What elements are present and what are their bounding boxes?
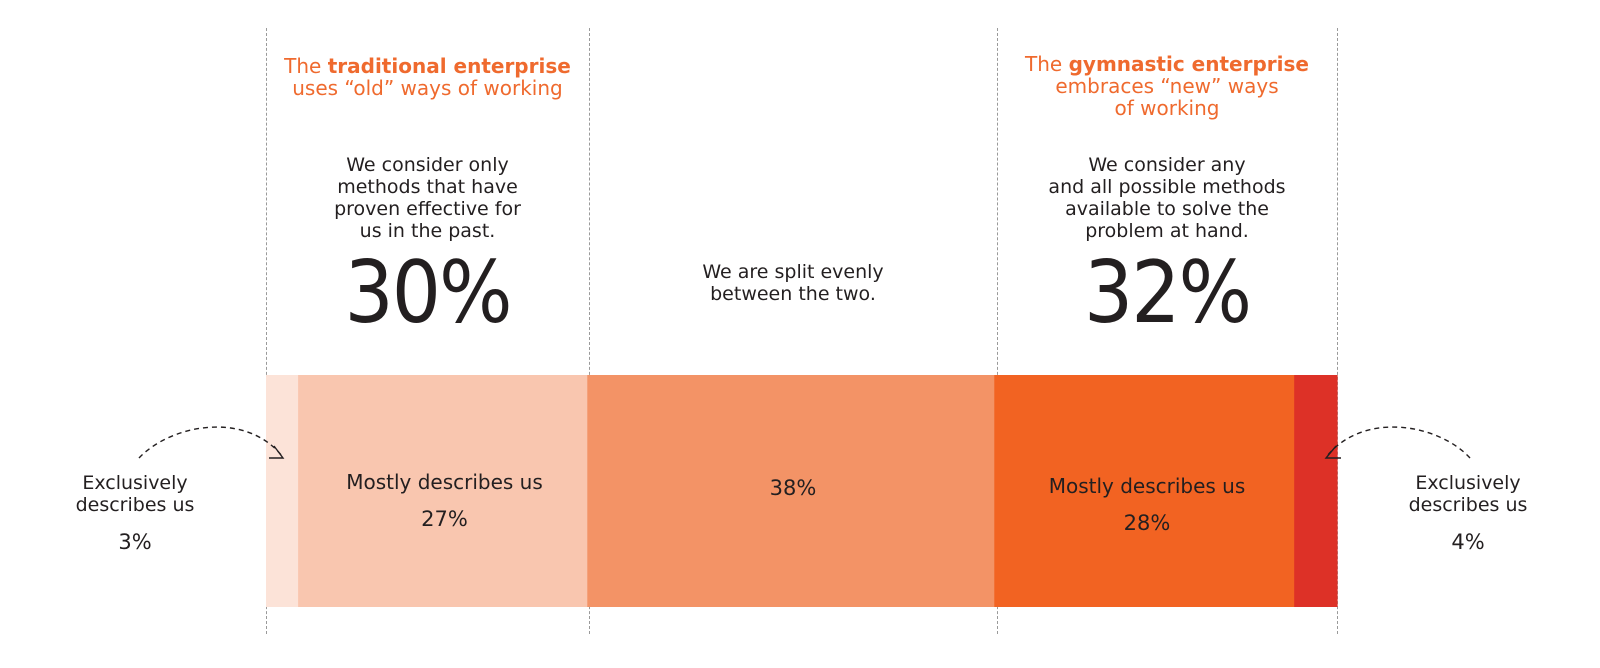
middle-description-line: We are split evenly xyxy=(702,261,884,283)
right-description-line: We consider any xyxy=(1088,154,1246,176)
middle-description: We are split evenly between the two. xyxy=(589,261,997,305)
left-headline: The traditional enterprise uses “old” wa… xyxy=(266,55,589,99)
right-exclusive-label: Exclusively describes us xyxy=(1388,472,1548,516)
right-headline-bold: gymnastic enterprise xyxy=(1068,52,1309,76)
bar-segment-3 xyxy=(587,375,995,607)
right-mostly-value: 28% xyxy=(1123,511,1171,535)
right-headline-pre: The xyxy=(1025,52,1069,76)
right-exclusive-line: Exclusively xyxy=(1415,472,1521,494)
left-exclusive-line: Exclusively xyxy=(82,472,188,494)
divider-line-4 xyxy=(1337,28,1338,634)
left-description-line: We consider only xyxy=(346,154,509,176)
right-arrow-icon xyxy=(1324,426,1471,459)
bar-segment-1 xyxy=(266,375,299,607)
middle-description-line: between the two. xyxy=(710,283,876,305)
left-headline-bold: traditional enterprise xyxy=(327,54,571,78)
left-description-line: methods that have xyxy=(337,176,518,198)
right-mostly-label: Mostly describes us xyxy=(1048,474,1246,498)
left-headline-pre: The xyxy=(284,54,328,78)
right-description-line: available to solve the xyxy=(1065,198,1269,220)
right-exclusive-value: 4% xyxy=(1451,530,1485,554)
divider-line-2 xyxy=(589,28,590,634)
right-headline-line2: embraces “new” ways xyxy=(1055,74,1279,98)
right-total: 32% xyxy=(1084,243,1252,343)
left-arrow-icon xyxy=(138,426,285,459)
right-headline: The gymnastic enterprise embraces “new” … xyxy=(997,53,1337,119)
left-description-line: proven effective for xyxy=(334,198,521,220)
left-mostly-value: 27% xyxy=(421,507,468,531)
middle-value: 38% xyxy=(769,476,817,500)
left-exclusive-line: describes us xyxy=(75,494,195,516)
left-exclusive-value: 3% xyxy=(118,530,152,554)
left-headline-line2: uses “old” ways of working xyxy=(292,76,563,100)
bar-segment-2 xyxy=(298,375,588,607)
right-description-line: and all possible methods xyxy=(1048,176,1286,198)
left-description: We consider only methods that have prove… xyxy=(266,154,589,242)
left-exclusive-label: Exclusively describes us xyxy=(55,472,215,516)
divider-line-3 xyxy=(997,28,998,634)
bar-segment-4 xyxy=(994,375,1295,607)
right-headline-line3: of working xyxy=(1114,96,1220,120)
divider-line-1 xyxy=(266,28,267,634)
left-mostly-label: Mostly describes us xyxy=(346,470,543,494)
right-description: We consider any and all possible methods… xyxy=(997,154,1337,242)
bar-segment-5 xyxy=(1294,375,1338,607)
right-exclusive-line: describes us xyxy=(1408,494,1528,516)
left-total: 30% xyxy=(344,243,513,343)
right-description-line: problem at hand. xyxy=(1085,220,1249,242)
left-description-line: us in the past. xyxy=(359,220,496,242)
